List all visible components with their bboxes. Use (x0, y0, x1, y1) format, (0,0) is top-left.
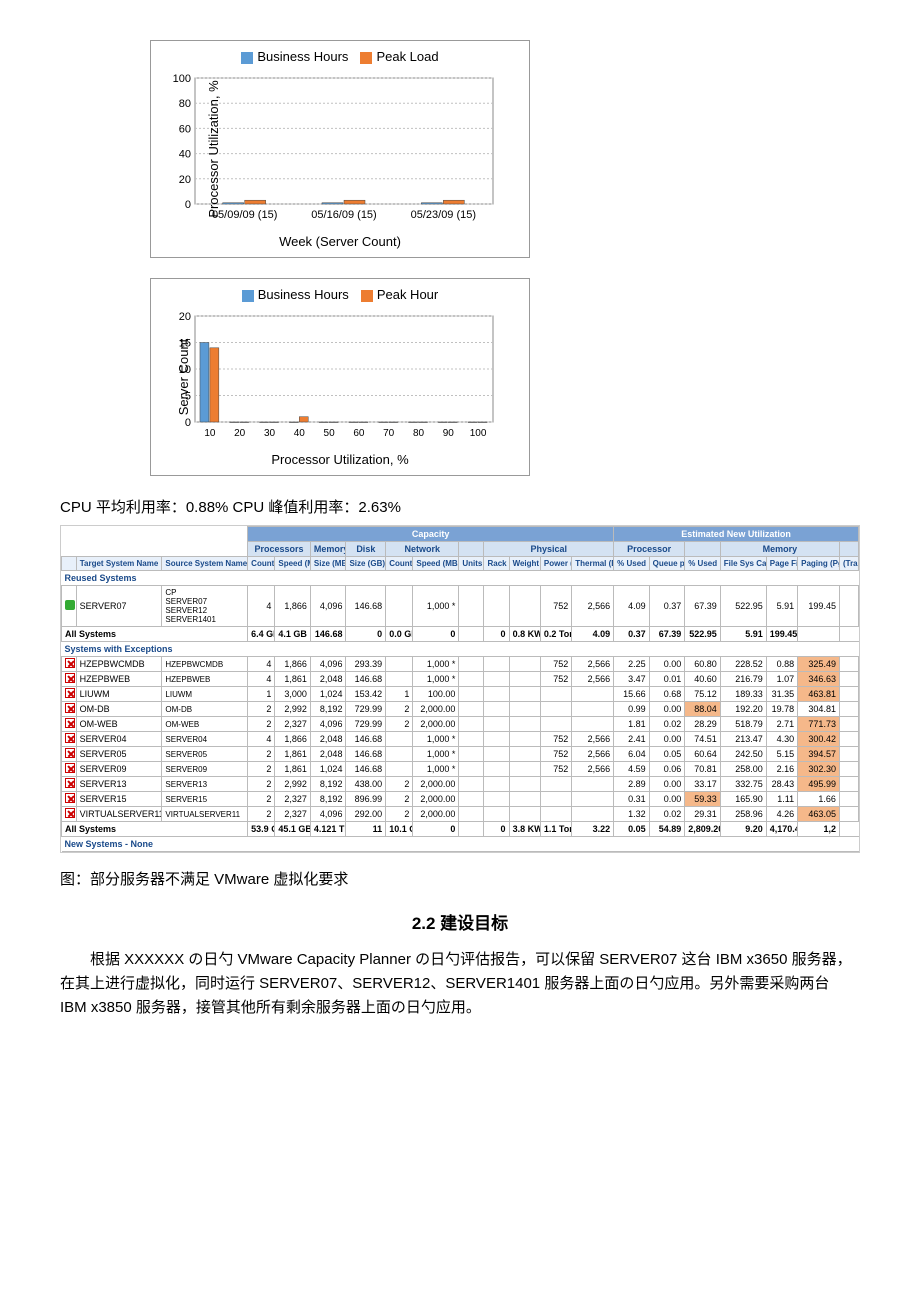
cpu-util-text: CPU 平均利用率：0.88% CPU 峰值利用率：2.63% (60, 496, 860, 517)
chart2-svg: 05101520102030405060708090100 (159, 310, 499, 450)
chart1-legend: Business HoursPeak Load (159, 49, 521, 64)
svg-text:60: 60 (179, 123, 191, 135)
svg-text:80: 80 (179, 98, 191, 110)
svg-text:90: 90 (443, 428, 455, 439)
svg-text:50: 50 (324, 428, 336, 439)
svg-text:70: 70 (383, 428, 395, 439)
svg-text:30: 30 (264, 428, 276, 439)
chart1-ylabel: Processor Utilization, % (206, 80, 221, 217)
section-title: 2.2 建设目标 (60, 909, 860, 934)
chart1-container: Business HoursPeak Load Processor Utiliz… (150, 40, 860, 258)
svg-text:05/09/09 (15): 05/09/09 (15) (212, 209, 277, 221)
svg-text:20: 20 (179, 311, 191, 323)
svg-text:05/16/09 (15): 05/16/09 (15) (311, 209, 376, 221)
capacity-table: CapacityEstimated New UtilizationProcess… (61, 526, 859, 852)
svg-text:0: 0 (185, 199, 191, 211)
chart2: Business HoursPeak Hour Server Count 051… (150, 278, 530, 476)
svg-text:05/23/09 (15): 05/23/09 (15) (411, 209, 476, 221)
body-paragraph: 根据 XXXXXX の日勺 VMware Capacity Planner の日… (60, 948, 860, 1020)
svg-text:40: 40 (179, 149, 191, 161)
svg-text:60: 60 (353, 428, 365, 439)
svg-text:100: 100 (470, 428, 487, 439)
figure-caption: 图：部分服务器不满足 VMware 虚拟化要求 (60, 868, 860, 889)
svg-text:40: 40 (294, 428, 306, 439)
svg-text:0: 0 (185, 417, 191, 429)
chart2-legend: Business HoursPeak Hour (159, 287, 521, 302)
capacity-table-wrap: www.bdocx.com CapacityEstimated New Util… (60, 525, 860, 853)
chart2-container: Business HoursPeak Hour Server Count 051… (150, 278, 860, 476)
chart2-xlabel: Processor Utilization, % (159, 452, 521, 467)
svg-text:20: 20 (179, 174, 191, 186)
svg-text:10: 10 (204, 428, 216, 439)
svg-text:20: 20 (234, 428, 246, 439)
chart1-xlabel: Week (Server Count) (159, 234, 521, 249)
svg-text:80: 80 (413, 428, 425, 439)
chart1: Business HoursPeak Load Processor Utiliz… (150, 40, 530, 258)
svg-text:100: 100 (173, 73, 191, 85)
chart2-ylabel: Server Count (176, 339, 191, 416)
